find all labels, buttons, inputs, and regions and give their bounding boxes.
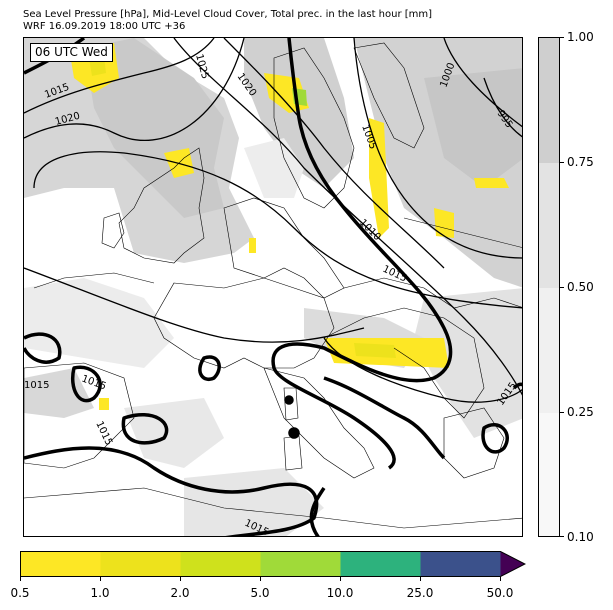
cloud-tick	[560, 162, 564, 163]
precip-tick-label: 50.0	[486, 586, 514, 600]
cloud-band-2	[539, 163, 559, 288]
isobar-label: 1015	[93, 420, 114, 448]
cloud-tick-label: 0.10	[567, 530, 594, 544]
isobar-label: 1025	[193, 53, 210, 80]
coastlines-layer	[24, 42, 522, 529]
cloud-tick	[560, 37, 564, 38]
precip-tick-label: 0.5	[10, 586, 30, 600]
cloud-tick	[560, 536, 564, 537]
cloud-tick-label: 0.75	[567, 155, 594, 169]
precip-tick	[260, 577, 261, 581]
isobars-thin	[24, 38, 522, 403]
isobar-label: 1015	[24, 380, 49, 391]
forecast-time-label: 06 UTC Wed	[30, 43, 113, 62]
precip-tick-label: 2.0	[170, 586, 190, 600]
precip-tick	[420, 577, 421, 581]
precip-tick-label: 25.0	[406, 586, 434, 600]
isobar-1015-thick	[24, 38, 522, 536]
cloud-band-3	[539, 288, 559, 413]
precip-tick	[340, 577, 341, 581]
cloud-tick-label: 1.00	[567, 30, 594, 44]
cloud-band-1	[539, 38, 559, 163]
chart-title-line2: WRF 16.09.2019 18:00 UTC +36	[23, 21, 186, 32]
cloud-tick-label: 0.50	[567, 280, 594, 294]
cloud-tick	[560, 287, 564, 288]
precip-colorbar	[20, 551, 527, 577]
cloud-tick	[560, 412, 564, 413]
map-canvas: 1015 1020 1025 1020 1000 995 1005 1010 1…	[24, 38, 522, 536]
chart-title-line1: Sea Level Pressure [hPa], Mid-Level Clou…	[23, 9, 433, 20]
precip-tick	[20, 577, 21, 581]
cloud-cover-colorbar	[538, 37, 560, 537]
precip-tick-label: 5.0	[250, 586, 270, 600]
precip-tick	[180, 577, 181, 581]
precip-tick	[500, 577, 501, 581]
cloud-tick-label: 0.25	[567, 405, 594, 419]
precip-tick	[100, 577, 101, 581]
precip-tick-label: 10.0	[326, 586, 354, 600]
weather-map: 1015 1020 1025 1020 1000 995 1005 1010 1…	[23, 37, 523, 537]
cloud-cover-layer	[24, 38, 522, 536]
precip-tick-label: 1.0	[90, 586, 110, 600]
cloud-band-4	[539, 413, 559, 536]
